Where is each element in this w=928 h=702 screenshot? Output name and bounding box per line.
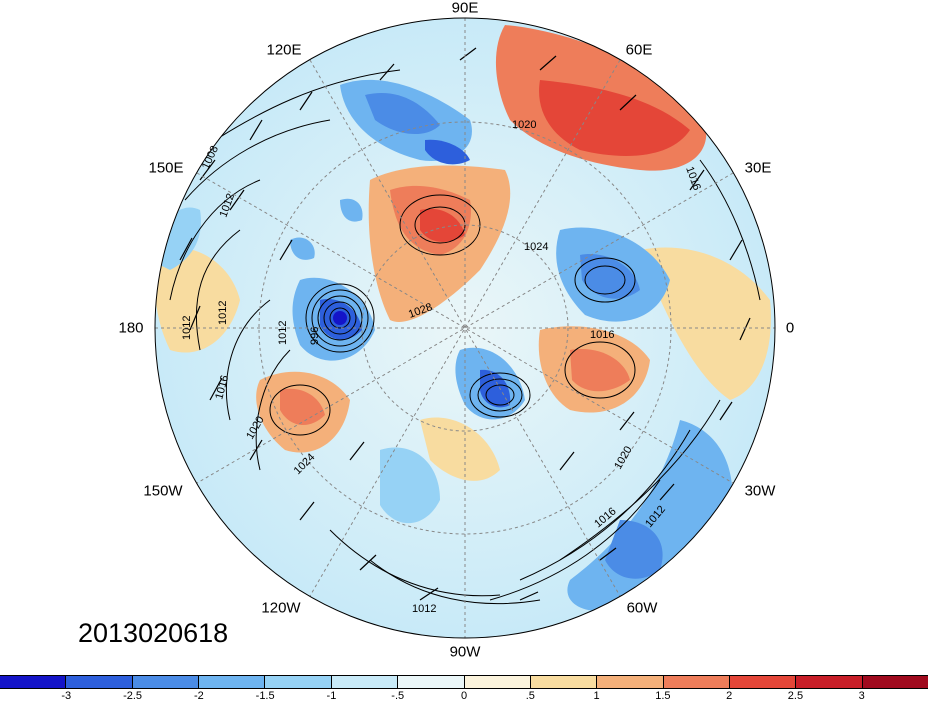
colorbar-tick-label: -1.5 xyxy=(255,690,275,702)
colorbar-segment xyxy=(464,676,531,688)
wind-barbs xyxy=(179,47,751,601)
colorbar-tick-label: -.5 xyxy=(391,690,405,702)
lon-label-90w: 90W xyxy=(449,643,481,661)
colorbar xyxy=(0,675,928,689)
colorbar-tick-label: .5 xyxy=(525,690,535,702)
colorbar-tick-label: -2 xyxy=(193,690,204,702)
lon-label-30e: 30E xyxy=(744,159,772,177)
contour-label: 996 xyxy=(309,327,321,345)
polar-map: 1008 1012 1012 1012 1012 996 1016 1020 1… xyxy=(154,17,776,639)
contour-label: 1012 xyxy=(181,316,193,340)
colorbar-segment xyxy=(398,676,465,688)
timestamp-label: 2013020618 xyxy=(78,618,229,648)
colorbar-segment xyxy=(796,676,863,688)
anomaly-background xyxy=(155,18,775,638)
lon-label-150e: 150E xyxy=(148,159,184,177)
warm-anomalies xyxy=(155,25,771,481)
colorbar-segment xyxy=(663,676,730,688)
colorbar-segment xyxy=(597,676,664,688)
colorbar-segment xyxy=(331,676,399,688)
contour-label: 1024 xyxy=(524,241,548,253)
colorbar-tick-label: -3 xyxy=(61,690,72,702)
lon-label-60e: 60E xyxy=(625,41,653,59)
colorbar-segment xyxy=(199,676,266,688)
colorbar-tick-label: 2.5 xyxy=(787,690,804,702)
colorbar-tick-label: -2.5 xyxy=(123,690,143,702)
colorbar-segment xyxy=(66,676,133,688)
colorbar-segment xyxy=(729,676,797,688)
contour-label: 1012 xyxy=(217,301,229,325)
map-boundary xyxy=(154,17,776,639)
lon-label-30w: 30W xyxy=(744,482,776,500)
lon-label-60w: 60W xyxy=(626,599,658,617)
colorbar-segment xyxy=(0,676,67,688)
colorbar-tick-label: 1.5 xyxy=(655,690,671,702)
lon-label-120e: 120E xyxy=(266,41,302,59)
lat-lon-grid xyxy=(155,18,775,638)
contour-label: 1012 xyxy=(412,603,436,615)
lon-label-150w: 150W xyxy=(143,482,183,500)
lon-label-90e: 90E xyxy=(451,0,479,17)
colorbar-tick-label: 2 xyxy=(726,690,733,702)
colorbar-segment xyxy=(862,676,928,688)
colorbar-tick-label: 0 xyxy=(460,690,468,702)
colorbar-tick-label: 1 xyxy=(593,690,600,702)
colorbar-segment xyxy=(265,676,332,688)
colorbar-tick-label: 3 xyxy=(858,690,865,702)
contour-label: 1016 xyxy=(590,329,614,341)
pressure-contours xyxy=(169,69,761,605)
lon-label-180: 180 xyxy=(118,319,144,337)
colorbar-tick-label: -1 xyxy=(326,690,337,702)
contour-label: 1012 xyxy=(277,321,289,345)
lon-label-120w: 120W xyxy=(261,599,301,617)
colorbar-segment xyxy=(132,676,200,688)
colorbar-segment xyxy=(530,676,598,688)
contour-label: 1020 xyxy=(512,119,536,131)
lon-label-0: 0 xyxy=(785,319,795,337)
cold-anomalies xyxy=(155,79,733,611)
